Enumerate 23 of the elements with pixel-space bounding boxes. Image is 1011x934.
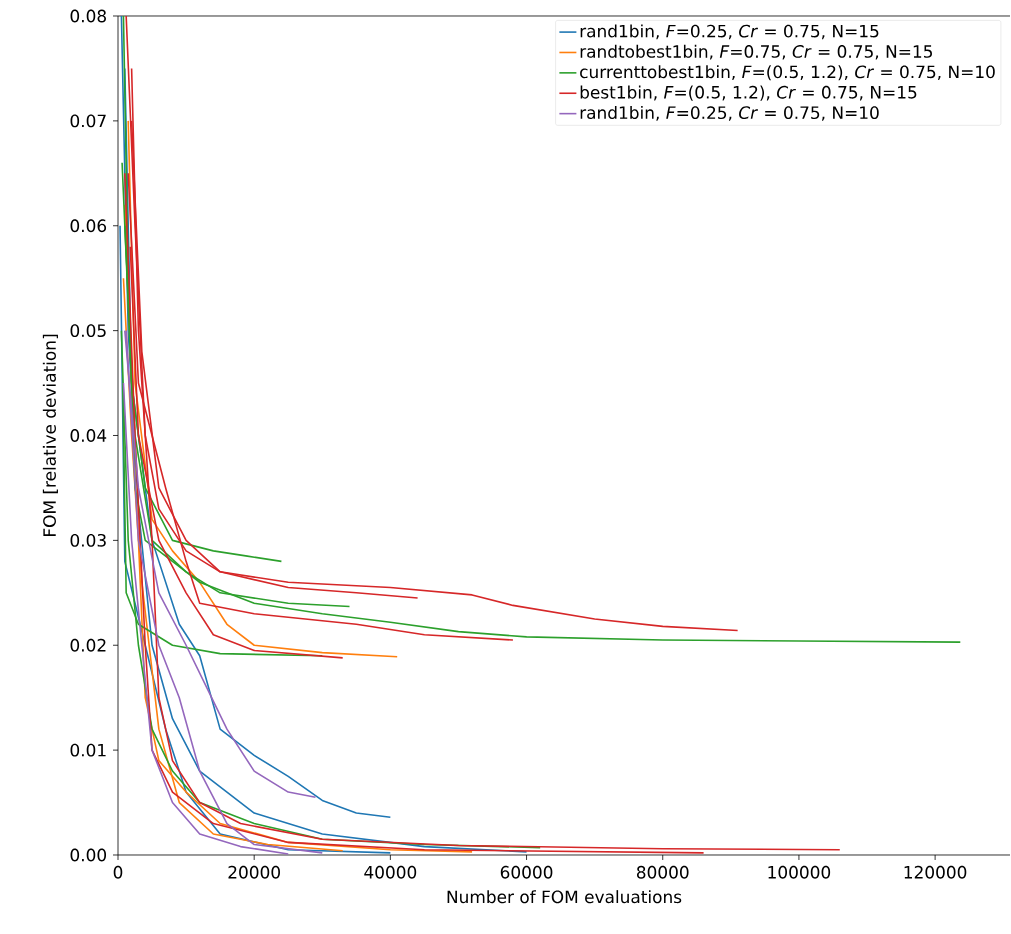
y-tick-label: 0.05 — [70, 324, 106, 338]
legend-label: rand1bin, F=0.25, Cr = 0.75, N=10 — [580, 105, 879, 121]
legend-label: best1bin, F=(0.5, 1.2), Cr = 0.75, N=15 — [580, 85, 917, 101]
y-tick-label: 0.00 — [70, 848, 107, 862]
x-tick-label: 0 — [113, 865, 123, 879]
y-axis-title: FOM [relative deviation] — [42, 334, 58, 536]
y-tick-label: 0.07 — [70, 114, 106, 128]
y-tick-label: 0.06 — [70, 219, 107, 233]
x-tick-label: 100000 — [768, 865, 831, 879]
x-tick-label: 20000 — [228, 865, 280, 879]
x-tick-label: 40000 — [364, 865, 417, 879]
legend-label: currenttobest1bin, F=(0.5, 1.2), Cr = 0.75, N=10 — [580, 65, 995, 81]
y-tick-label: 0.01 — [70, 743, 106, 757]
x-axis-title: Number of FOM evaluations — [447, 890, 682, 904]
legend-label: randtobest1bin, F=0.75, Cr = 0.75, N=15 — [580, 44, 932, 60]
y-tick-label: 0.03 — [70, 533, 106, 547]
y-tick-label: 0.02 — [70, 638, 106, 652]
legend-label: rand1bin, F=0.25, Cr = 0.75, N=15 — [580, 24, 879, 40]
x-tick-label: 120000 — [904, 865, 967, 879]
x-tick-label: 60000 — [500, 865, 553, 879]
y-tick-label: 0.08 — [70, 9, 106, 23]
x-tick-label: 80000 — [636, 865, 689, 879]
y-tick-label: 0.04 — [70, 429, 107, 442]
